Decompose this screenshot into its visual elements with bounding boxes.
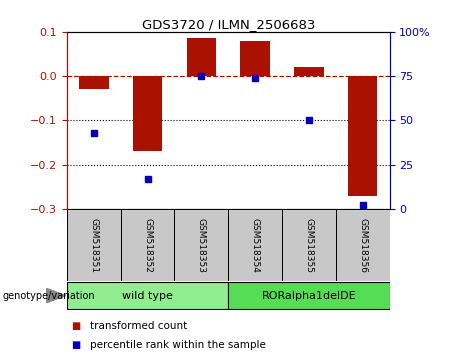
Bar bbox=[294, 67, 324, 76]
Text: genotype/variation: genotype/variation bbox=[2, 291, 95, 301]
Bar bbox=[67, 209, 121, 281]
Bar bbox=[121, 209, 174, 281]
Bar bbox=[348, 76, 378, 196]
Bar bbox=[133, 76, 162, 152]
Text: GSM518351: GSM518351 bbox=[89, 218, 98, 273]
Bar bbox=[228, 282, 390, 309]
Polygon shape bbox=[47, 289, 66, 303]
Text: wild type: wild type bbox=[122, 291, 173, 301]
Bar bbox=[174, 209, 228, 281]
Text: ■: ■ bbox=[71, 321, 81, 331]
Text: ■: ■ bbox=[71, 340, 81, 350]
Bar bbox=[336, 209, 390, 281]
Text: transformed count: transformed count bbox=[90, 321, 187, 331]
Title: GDS3720 / ILMN_2506683: GDS3720 / ILMN_2506683 bbox=[142, 18, 315, 31]
Text: GSM518355: GSM518355 bbox=[304, 218, 313, 273]
Bar bbox=[282, 209, 336, 281]
Bar bbox=[228, 209, 282, 281]
Bar bbox=[67, 282, 228, 309]
Text: GSM518356: GSM518356 bbox=[358, 218, 367, 273]
Text: GSM518353: GSM518353 bbox=[197, 218, 206, 273]
Text: GSM518352: GSM518352 bbox=[143, 218, 152, 273]
Text: RORalpha1delDE: RORalpha1delDE bbox=[261, 291, 356, 301]
Bar bbox=[187, 39, 216, 76]
Text: percentile rank within the sample: percentile rank within the sample bbox=[90, 340, 266, 350]
Bar bbox=[240, 41, 270, 76]
Text: GSM518354: GSM518354 bbox=[251, 218, 260, 273]
Bar bbox=[79, 76, 108, 89]
